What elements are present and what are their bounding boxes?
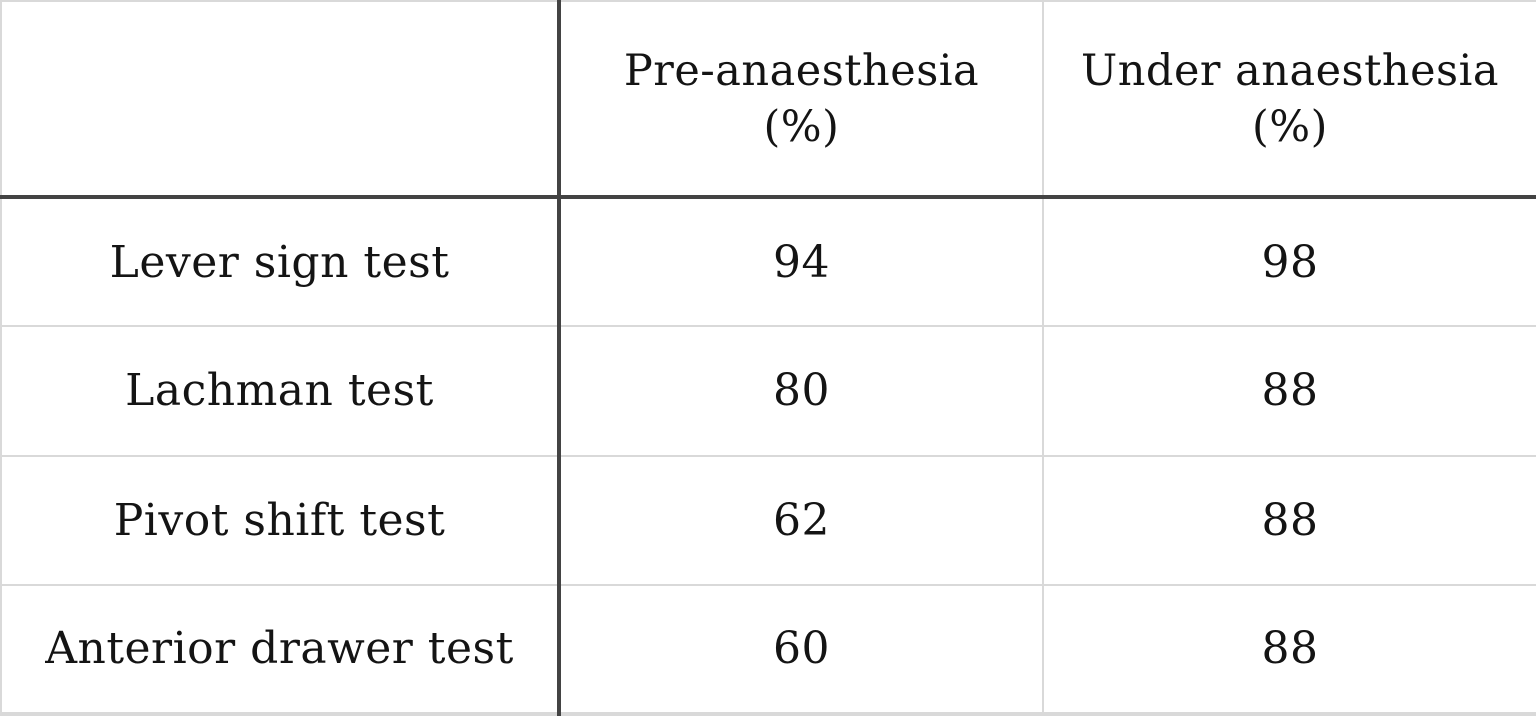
table-row-lachman: Lachman test 80 88 xyxy=(0,325,1536,457)
value-cell-pre: 94 xyxy=(558,195,1044,328)
header-cell-under-anaesthesia: Under anaesthesia (%) xyxy=(1042,0,1536,199)
value-pre: 62 xyxy=(773,494,830,546)
value-pre: 60 xyxy=(773,623,830,675)
value-cell-pre: 62 xyxy=(558,454,1044,586)
value-cell-under: 88 xyxy=(1042,583,1536,716)
value-cell-under: 88 xyxy=(1042,454,1536,586)
value-cell-pre: 60 xyxy=(558,583,1044,716)
header-cell-test-name xyxy=(0,0,561,199)
header-pre-line2: (%) xyxy=(763,101,840,152)
row-label: Lever sign test xyxy=(109,236,450,288)
value-cell-pre: 80 xyxy=(558,325,1044,457)
header-row: Pre-anaesthesia (%) Under anaesthesia (%… xyxy=(0,0,1536,199)
value-cell-under: 88 xyxy=(1042,325,1536,457)
table-row-pivot-shift: Pivot shift test 62 88 xyxy=(0,454,1536,586)
value-under: 98 xyxy=(1261,236,1319,288)
header-under-line2: (%) xyxy=(1252,101,1328,152)
header-pre-line1: Pre-anaesthesia xyxy=(623,45,980,96)
row-label-cell: Pivot shift test xyxy=(0,454,561,586)
row-label: Anterior drawer test xyxy=(45,623,514,675)
table-row-anterior-drawer: Anterior drawer test 60 88 xyxy=(0,583,1536,716)
row-label: Pivot shift test xyxy=(113,494,446,546)
value-pre: 80 xyxy=(773,365,830,417)
header-cell-pre-anaesthesia: Pre-anaesthesia (%) xyxy=(558,0,1044,199)
row-label-cell: Anterior drawer test xyxy=(0,583,561,716)
row-label-cell: Lever sign test xyxy=(0,195,561,328)
table-row-lever-sign: Lever sign test 94 98 xyxy=(0,195,1536,328)
value-pre: 94 xyxy=(773,236,830,288)
value-cell-under: 98 xyxy=(1042,195,1536,328)
header-under-line1: Under anaesthesia xyxy=(1081,45,1499,96)
row-label: Lachman test xyxy=(125,365,434,417)
value-under: 88 xyxy=(1261,623,1319,675)
value-under: 88 xyxy=(1261,494,1319,546)
row-label-cell: Lachman test xyxy=(0,325,561,457)
value-under: 88 xyxy=(1261,365,1319,417)
